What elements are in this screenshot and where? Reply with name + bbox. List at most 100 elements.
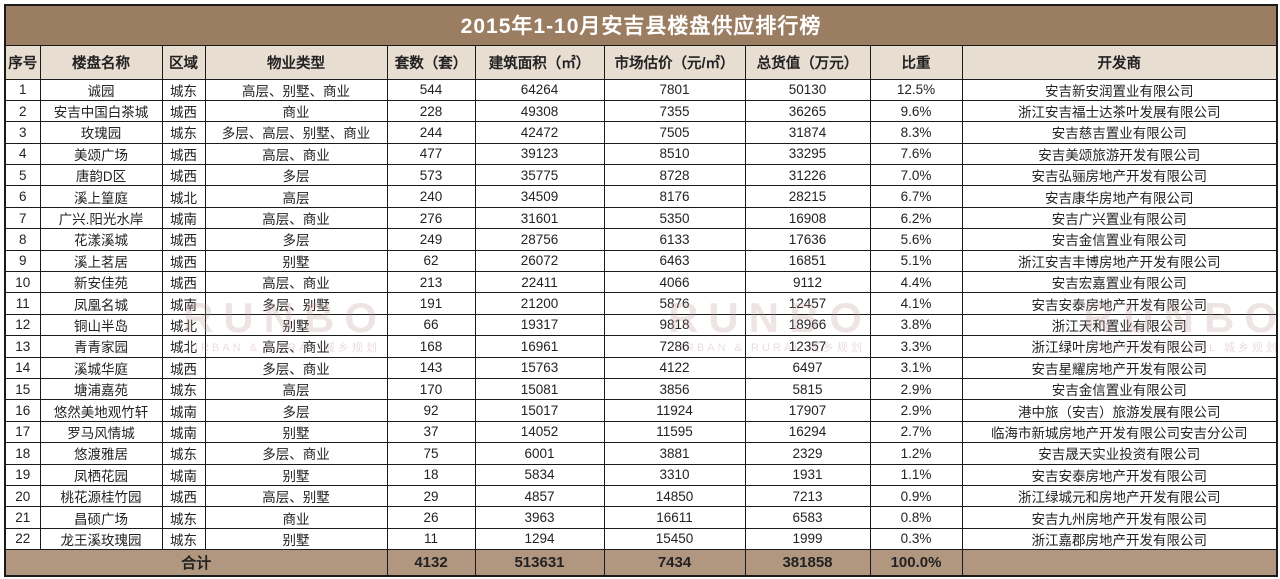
table-row: 3 玫瑰园 城东 多层、高层、别墅、商业 244 42472 7505 31874 8.3% 安吉…	[4, 121, 1278, 144]
cell-property-name: 昌硕广场	[39, 506, 163, 529]
cell-property-type: 高层、商业	[204, 335, 388, 358]
cell-units: 26	[386, 506, 476, 529]
cell-index: 19	[4, 463, 41, 486]
cell-floor-area: 22411	[474, 271, 605, 294]
table-row: 21 昌硕广场 城东 商业 26 3963 16611 6583 0.8% 安吉九州房地产开发有限…	[4, 506, 1278, 529]
supply-ranking-sheet: 2015年1-10月安吉县楼盘供应排行榜 序号 楼盘名称 区域 物业类型 套数（…	[4, 4, 1279, 577]
cell-property-name: 唐韵D区	[39, 164, 163, 187]
total-price: 7434	[603, 549, 746, 577]
cell-property-type: 别墅	[204, 420, 388, 444]
cell-developer: 安吉广兴置业有限公司	[961, 206, 1278, 230]
col-header-property-name: 楼盘名称	[39, 44, 163, 80]
cell-region: 城西	[161, 249, 206, 273]
cell-property-type: 高层	[204, 377, 388, 401]
cell-share: 1.2%	[869, 442, 963, 465]
cell-floor-area: 6001	[474, 442, 605, 465]
cell-total-value: 16294	[744, 420, 871, 444]
cell-region: 城南	[161, 206, 206, 230]
cell-units: 170	[386, 377, 476, 401]
cell-developer: 安吉康华房地产有限公司	[961, 185, 1278, 208]
cell-index: 18	[4, 442, 41, 465]
cell-share: 3.3%	[869, 335, 963, 358]
cell-share: 7.6%	[869, 142, 963, 166]
cell-share: 1.1%	[869, 463, 963, 486]
table-row: 16 悠然美地观竹轩 城南 多层 92 15017 11924 17907 2.9% 港中旅（安吉…	[4, 399, 1278, 422]
cell-property-name: 塘浦嘉苑	[39, 377, 163, 401]
cell-market-price: 7801	[603, 78, 746, 101]
cell-developer: 安吉九州房地产开发有限公司	[961, 506, 1278, 529]
cell-developer: 浙江天和置业有限公司	[961, 313, 1278, 337]
cell-units: 75	[386, 442, 476, 465]
cell-units: 276	[386, 206, 476, 230]
cell-share: 0.3%	[869, 527, 963, 551]
cell-region: 城西	[161, 484, 206, 508]
cell-region: 城西	[161, 164, 206, 187]
cell-region: 城北	[161, 313, 206, 337]
cell-index: 10	[4, 271, 41, 294]
cell-total-value: 16908	[744, 206, 871, 230]
cell-property-type: 商业	[204, 99, 388, 123]
cell-developer: 安吉星耀房地产开发有限公司	[961, 356, 1278, 379]
cell-units: 18	[386, 463, 476, 486]
cell-region: 城东	[161, 506, 206, 529]
cell-share: 2.9%	[869, 399, 963, 422]
cell-floor-area: 26072	[474, 249, 605, 273]
table-row: 11 凤凰名城 城南 多层、别墅 191 21200 5876 12457 4.1% 安吉安泰房地…	[4, 292, 1278, 315]
cell-floor-area: 28756	[474, 228, 605, 251]
table-row: 1 诚园 城东 高层、别墅、商业 544 64264 7801 50130 12.5% 安吉新安润…	[4, 78, 1278, 101]
cell-total-value: 31874	[744, 121, 871, 144]
cell-property-name: 溪上茗居	[39, 249, 163, 273]
cell-index: 14	[4, 356, 41, 379]
col-header-market-price: 市场估价（元/㎡）	[603, 44, 746, 80]
cell-developer: 安吉安泰房地产开发有限公司	[961, 463, 1278, 486]
cell-property-type: 高层、商业	[204, 206, 388, 230]
cell-floor-area: 19317	[474, 313, 605, 337]
cell-market-price: 11924	[603, 399, 746, 422]
cell-units: 62	[386, 249, 476, 273]
cell-property-name: 溪上篁庭	[39, 185, 163, 208]
cell-floor-area: 4857	[474, 484, 605, 508]
cell-share: 0.8%	[869, 506, 963, 529]
cell-region: 城东	[161, 78, 206, 101]
cell-property-name: 花漾溪城	[39, 228, 163, 251]
total-units: 4132	[386, 549, 476, 577]
cell-index: 3	[4, 121, 41, 144]
cell-market-price: 6463	[603, 249, 746, 273]
column-header-row: 序号 楼盘名称 区域 物业类型 套数（套） 建筑面积（㎡） 市场估价（元/㎡） …	[4, 44, 1278, 80]
cell-share: 6.2%	[869, 206, 963, 230]
cell-property-type: 多层、高层、别墅、商业	[204, 121, 388, 144]
cell-total-value: 28215	[744, 185, 871, 208]
cell-developer: 浙江安吉福士达茶叶发展有限公司	[961, 99, 1278, 123]
cell-property-name: 桃花源桂竹园	[39, 484, 163, 508]
cell-index: 7	[4, 206, 41, 230]
col-header-property-type: 物业类型	[204, 44, 388, 80]
cell-total-value: 36265	[744, 99, 871, 123]
cell-share: 7.0%	[869, 164, 963, 187]
cell-market-price: 5876	[603, 292, 746, 315]
cell-region: 城南	[161, 292, 206, 315]
cell-share: 5.6%	[869, 228, 963, 251]
cell-property-type: 多层	[204, 228, 388, 251]
table-row: 20 桃花源桂竹园 城西 高层、别墅 29 4857 14850 7213 0.9% 浙江绿城元和…	[4, 484, 1278, 508]
cell-region: 城南	[161, 463, 206, 486]
cell-index: 5	[4, 164, 41, 187]
col-header-total-value: 总货值（万元）	[744, 44, 871, 80]
cell-region: 城东	[161, 121, 206, 144]
col-header-region: 区域	[161, 44, 206, 80]
table-row: 13 青青家园 城北 高层、商业 168 16961 7286 12357 3.3% 浙江绿叶房地…	[4, 335, 1278, 358]
cell-property-type: 多层	[204, 164, 388, 187]
cell-total-value: 31226	[744, 164, 871, 187]
cell-floor-area: 31601	[474, 206, 605, 230]
cell-market-price: 7286	[603, 335, 746, 358]
cell-share: 2.7%	[869, 420, 963, 444]
cell-market-price: 3310	[603, 463, 746, 486]
cell-property-type: 多层	[204, 399, 388, 422]
cell-market-price: 8728	[603, 164, 746, 187]
cell-property-type: 商业	[204, 506, 388, 529]
cell-property-type: 多层、商业	[204, 442, 388, 465]
cell-property-name: 凤栖花园	[39, 463, 163, 486]
cell-floor-area: 42472	[474, 121, 605, 144]
cell-index: 11	[4, 292, 41, 315]
cell-market-price: 9818	[603, 313, 746, 337]
cell-index: 12	[4, 313, 41, 337]
